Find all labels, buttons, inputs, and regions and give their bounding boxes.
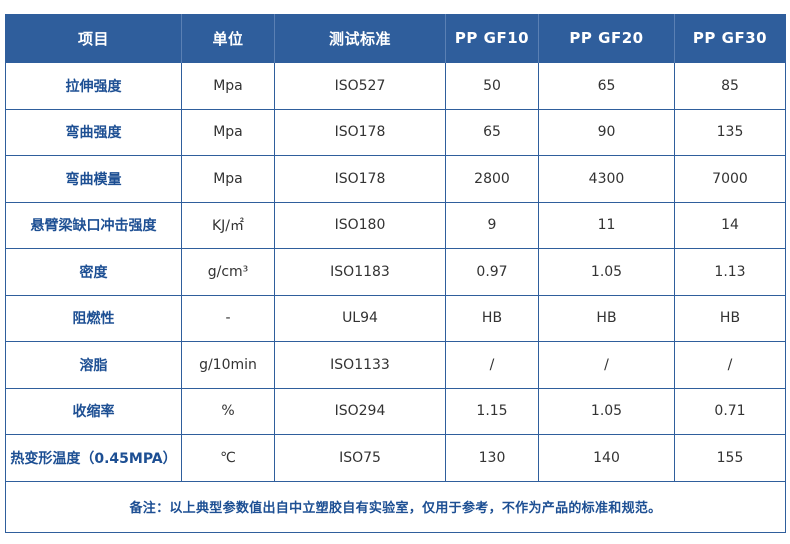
header-pp-gf20: PP GF20 [538,14,675,63]
standard-cell: ISO180 [274,201,446,249]
header-row: 项目 单位 测试标准 PP GF10 PP GF20 PP GF30 [5,14,786,63]
standard-cell: ISO1183 [274,248,446,296]
value-gf30: 1.13 [674,248,786,296]
header-test-standard: 测试标准 [274,14,446,63]
value-gf10: 65 [445,108,539,156]
unit-cell: Mpa [181,108,275,156]
value-gf30: 14 [674,201,786,249]
property-name: 弯曲模量 [5,155,182,203]
value-gf20: 140 [538,434,675,482]
table-row: 弯曲强度 Mpa ISO178 65 90 135 [5,108,786,156]
note-row: 备注：以上典型参数值出自中立塑胶自有实验室，仅用于参考，不作为产品的标准和规范。 [5,480,786,533]
property-name: 收缩率 [5,387,182,435]
value-gf10: 2800 [445,155,539,203]
header-item: 项目 [5,14,182,63]
header-pp-gf10: PP GF10 [445,14,539,63]
standard-cell: ISO178 [274,108,446,156]
properties-table: 项目 单位 测试标准 PP GF10 PP GF20 PP GF30 拉伸强度 … [5,14,786,533]
standard-cell: ISO1133 [274,341,446,389]
value-gf20: 90 [538,108,675,156]
spec-sheet: 项目 单位 测试标准 PP GF10 PP GF20 PP GF30 拉伸强度 … [5,14,786,533]
value-gf30: HB [674,294,786,342]
standard-cell: UL94 [274,294,446,342]
value-gf10: 1.15 [445,387,539,435]
unit-cell: KJ/㎡ [181,201,275,249]
property-name: 密度 [5,248,182,296]
unit-cell: g/cm³ [181,248,275,296]
table-row: 热变形温度（0.45MPA） ℃ ISO75 130 140 155 [5,434,786,482]
value-gf30: 7000 [674,155,786,203]
unit-cell: % [181,387,275,435]
value-gf10: / [445,341,539,389]
property-name: 悬臂梁缺口冲击强度 [5,201,182,249]
value-gf10: 130 [445,434,539,482]
property-name: 弯曲强度 [5,108,182,156]
value-gf30: 155 [674,434,786,482]
value-gf20: 4300 [538,155,675,203]
standard-cell: ISO178 [274,155,446,203]
property-name: 溶脂 [5,341,182,389]
table-row: 溶脂 g/10min ISO1133 / / / [5,341,786,389]
table-row: 收缩率 % ISO294 1.15 1.05 0.71 [5,387,786,435]
value-gf10: 50 [445,62,539,110]
unit-cell: Mpa [181,155,275,203]
value-gf20: 1.05 [538,387,675,435]
header-pp-gf30: PP GF30 [674,14,786,63]
value-gf30: 85 [674,62,786,110]
unit-cell: Mpa [181,62,275,110]
table-row: 弯曲模量 Mpa ISO178 2800 4300 7000 [5,155,786,203]
note-text: 备注：以上典型参数值出自中立塑胶自有实验室，仅用于参考，不作为产品的标准和规范。 [5,480,786,533]
property-name: 拉伸强度 [5,62,182,110]
table-row: 密度 g/cm³ ISO1183 0.97 1.05 1.13 [5,248,786,296]
unit-cell: ℃ [181,434,275,482]
value-gf20: / [538,341,675,389]
value-gf10: HB [445,294,539,342]
value-gf20: 11 [538,201,675,249]
value-gf30: 0.71 [674,387,786,435]
unit-cell: g/10min [181,341,275,389]
property-name: 阻燃性 [5,294,182,342]
table-row: 拉伸强度 Mpa ISO527 50 65 85 [5,62,786,110]
value-gf30: / [674,341,786,389]
standard-cell: ISO294 [274,387,446,435]
value-gf20: 65 [538,62,675,110]
header-unit: 单位 [181,14,275,63]
value-gf10: 0.97 [445,248,539,296]
property-name: 热变形温度（0.45MPA） [5,434,182,482]
value-gf10: 9 [445,201,539,249]
value-gf20: 1.05 [538,248,675,296]
table-row: 阻燃性 - UL94 HB HB HB [5,294,786,342]
value-gf20: HB [538,294,675,342]
standard-cell: ISO527 [274,62,446,110]
table-row: 悬臂梁缺口冲击强度 KJ/㎡ ISO180 9 11 14 [5,201,786,249]
unit-cell: - [181,294,275,342]
standard-cell: ISO75 [274,434,446,482]
value-gf30: 135 [674,108,786,156]
